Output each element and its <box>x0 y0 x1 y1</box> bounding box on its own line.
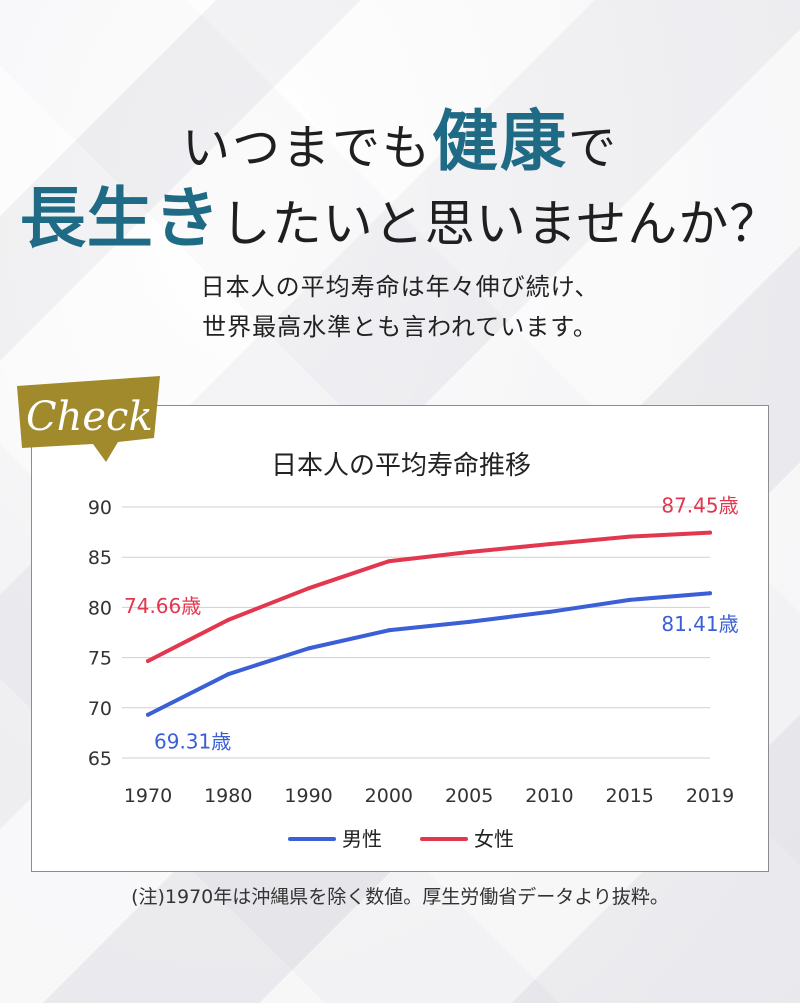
check-badge <box>17 376 160 462</box>
data-point-s1-6 <box>627 534 632 539</box>
x-tick-label: 1970 <box>124 785 172 807</box>
data-label: 69.31歳 <box>154 730 231 754</box>
x-tick-label: 2019 <box>686 785 734 807</box>
y-tick-label: 90 <box>88 497 112 519</box>
data-label: 74.66歳 <box>124 594 201 618</box>
data-point-s0-7 <box>708 591 712 596</box>
footnote: (注)1970年は沖縄県を除く数値。厚生労働省データより抜粋。 <box>131 886 669 908</box>
data-point-s1-4 <box>467 549 472 554</box>
data-point-s1-1 <box>226 617 231 622</box>
headline-line2-post: したいと思いませんか？ <box>220 195 781 253</box>
series-line-0 <box>146 591 712 717</box>
data-point-s1-2 <box>306 586 311 591</box>
chart-panel: 日本人の平均寿命推移 65 70 75 80 85 90 1970 1980 1990 2000 20… <box>31 405 769 872</box>
data-label: 87.45歳 <box>661 494 738 518</box>
series-line-1 <box>146 530 712 664</box>
legend-label: 女性 <box>474 827 514 851</box>
data-point-s0-5 <box>547 609 552 614</box>
subtext-line-2: 世界最高水準とも言われています。 <box>202 313 598 341</box>
x-tick-label: 2005 <box>445 785 493 807</box>
y-tick-label: 70 <box>88 698 112 720</box>
x-tick-label: 1980 <box>204 785 252 807</box>
data-point-s0-1 <box>226 672 231 677</box>
data-point-s0-3 <box>386 628 391 633</box>
x-tick-label: 2000 <box>365 785 413 807</box>
headline-accent-longlife: 長生き <box>19 179 221 257</box>
y-tick-label: 75 <box>88 648 112 670</box>
life-expectancy-chart: 日本人の平均寿命推移 65 70 75 80 85 90 1970 1980 1990 2000 20… <box>88 451 739 851</box>
subtext-line-1: 日本人の平均寿命は年々伸び続け、 <box>200 273 600 301</box>
y-tick-label: 85 <box>88 547 112 569</box>
chart-title: 日本人の平均寿命推移 <box>271 451 531 481</box>
x-tick-label: 2015 <box>606 785 654 807</box>
legend-label: 男性 <box>342 827 382 851</box>
data-point-s1-5 <box>547 542 552 547</box>
data-point-s1-0 <box>146 659 150 664</box>
data-point-s0-6 <box>627 597 632 602</box>
data-point-s0-2 <box>306 646 311 651</box>
data-point-s0-4 <box>467 619 472 624</box>
headline-line1-pre: いつまでも <box>181 120 432 176</box>
data-point-s0-0 <box>146 712 150 717</box>
x-tick-label: 1990 <box>284 785 332 807</box>
y-tick-label: 80 <box>88 597 112 619</box>
headline-line1-post: で <box>568 120 619 176</box>
data-label: 81.41歳 <box>661 612 738 636</box>
y-tick-label: 65 <box>88 748 112 770</box>
data-point-s1-7 <box>708 530 712 535</box>
headline-line-2: 長生きしたいと思いませんか？ <box>0 165 800 261</box>
data-point-s1-3 <box>386 559 391 564</box>
headline-accent-health: 健康 <box>432 102 568 180</box>
check-badge-label: Check <box>26 394 153 440</box>
x-tick-label: 2010 <box>525 785 573 807</box>
headline-line-1: いつまでも健康で <box>0 88 800 184</box>
